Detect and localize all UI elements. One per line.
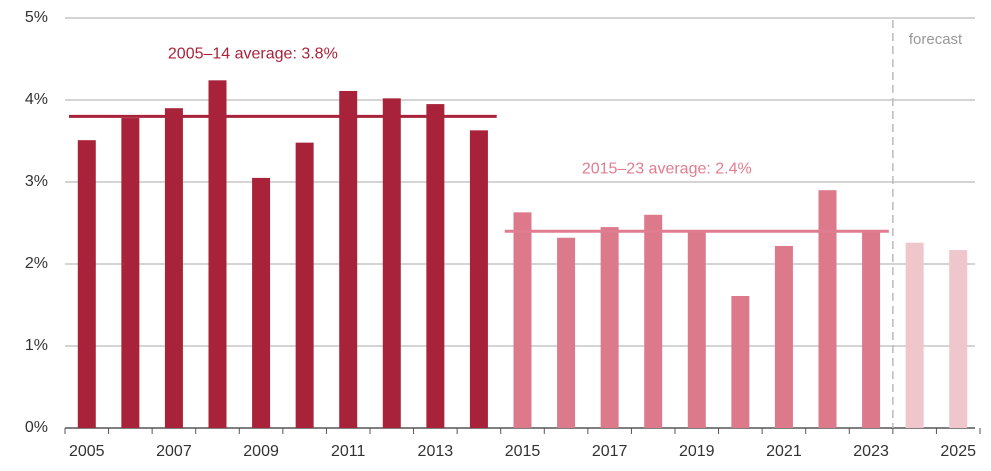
y-tick-label: 5% <box>25 9 48 26</box>
bar <box>295 142 314 428</box>
bar <box>774 245 793 428</box>
forecast-label: forecast <box>909 31 963 48</box>
bar <box>426 104 445 428</box>
x-tick-label: 2025 <box>940 443 976 460</box>
x-tick-label: 2007 <box>156 443 192 460</box>
x-tick-label: 2005 <box>69 443 105 460</box>
bar <box>557 237 576 428</box>
bar <box>208 80 227 428</box>
average-label: 2005–14 average: 3.8% <box>168 46 338 63</box>
bar <box>905 242 924 428</box>
x-tick-label: 2017 <box>592 443 628 460</box>
bar <box>513 212 532 428</box>
x-tick-label: 2009 <box>243 443 279 460</box>
bar <box>949 250 968 428</box>
bar <box>687 232 706 428</box>
y-tick-label: 2% <box>25 255 48 272</box>
bar <box>121 118 140 428</box>
average-label: 2015–23 average: 2.4% <box>582 160 752 177</box>
bar <box>731 295 750 428</box>
y-tick-label: 0% <box>25 419 48 436</box>
x-tick-label: 2011 <box>331 443 366 460</box>
y-tick-label: 1% <box>25 337 48 354</box>
x-tick-label: 2021 <box>766 443 802 460</box>
x-tick-label: 2019 <box>679 443 715 460</box>
bar <box>644 214 663 428</box>
bar <box>252 177 271 428</box>
bar <box>818 190 837 428</box>
bar <box>382 98 401 429</box>
y-tick-label: 4% <box>25 91 48 108</box>
bar <box>862 230 881 428</box>
x-tick-label: 2023 <box>853 443 889 460</box>
x-tick-label: 2015 <box>505 443 541 460</box>
y-tick-label: 3% <box>25 173 48 190</box>
bar <box>600 227 619 428</box>
bar <box>469 130 488 428</box>
bar <box>77 140 96 428</box>
bar <box>339 90 358 428</box>
bar <box>164 108 183 428</box>
x-tick-label: 2013 <box>418 443 454 460</box>
